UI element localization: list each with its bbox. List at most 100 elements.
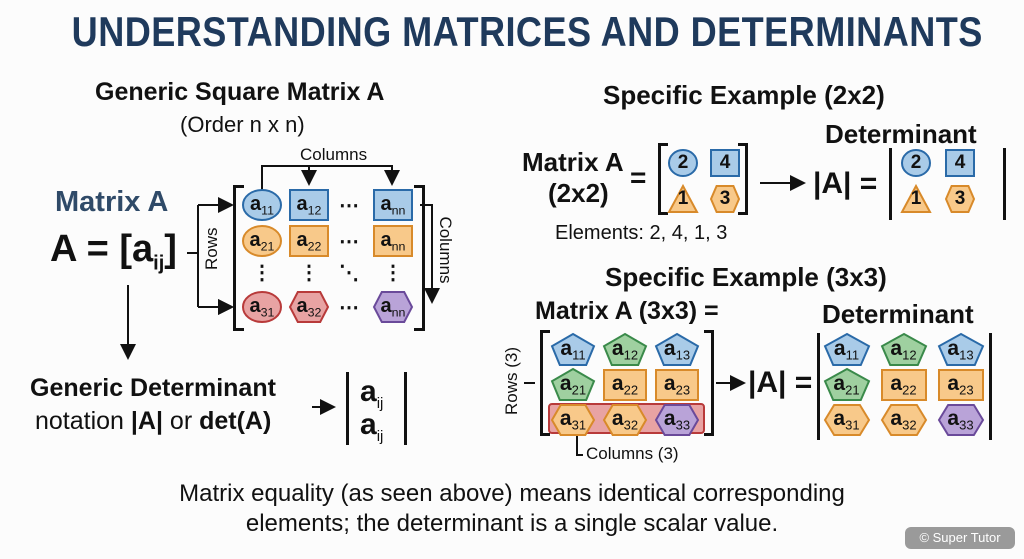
notation-end: ]: [164, 228, 177, 270]
cell-label: a32: [890, 407, 916, 433]
matrix-cell: a32: [875, 402, 932, 437]
det-bar-left: [346, 372, 349, 445]
matrix-cell: a23: [651, 367, 703, 402]
example2-det-label: |A| =: [813, 167, 878, 200]
hexagon-icon: [937, 403, 984, 436]
example2-heading: Specific Example (2x2): [603, 80, 885, 110]
ellipse-icon: [242, 189, 282, 221]
ellipsis-dots: ⋮: [383, 261, 403, 284]
hexagon-icon: [944, 185, 976, 213]
cell-base: a: [380, 192, 392, 215]
cell-subscript: 23: [959, 382, 974, 398]
det-bar-left: [889, 148, 892, 220]
ellipsis-dots: ⋯: [339, 194, 359, 217]
matrix-cell: a11: [240, 188, 284, 222]
cell-label: 1: [911, 188, 922, 210]
cell-base: a: [559, 371, 572, 395]
det-entry-base: a: [360, 375, 377, 408]
matrix-notation: A = [aij]: [50, 228, 177, 276]
pentagon-icon: [823, 332, 870, 366]
cell-subscript: 33: [959, 417, 974, 433]
det-abs: |A|: [130, 407, 163, 435]
matrix-cell: a31: [818, 402, 875, 437]
square-icon: [710, 149, 740, 177]
hexagon-icon: [823, 403, 870, 436]
hexagon-icon: [654, 403, 700, 436]
cell-subscript: 11: [845, 347, 860, 363]
circle-icon: [668, 149, 698, 177]
cell-base: 2: [910, 152, 922, 173]
cell-subscript: 31: [845, 417, 860, 433]
cell-label: a11: [834, 337, 859, 363]
pentagon-icon: [550, 332, 596, 366]
matrix-cell: a21: [240, 222, 284, 260]
cell-subscript: 32: [902, 417, 917, 433]
cell-subscript: 11: [261, 203, 274, 218]
cell-label: ann: [381, 295, 406, 319]
cell-label: a31: [833, 407, 859, 433]
matrix-cell: a32: [599, 402, 651, 437]
pentagon-icon: [880, 332, 927, 366]
notation-text: A = [a: [50, 228, 154, 270]
right-bracket: [738, 143, 748, 215]
matrix-cell: 4: [938, 145, 982, 181]
left-bracket: [658, 143, 668, 215]
cell-base: a: [663, 406, 676, 430]
cell-subscript: 12: [307, 203, 322, 218]
cell-label: a22: [297, 229, 322, 253]
det-entry-sub: ij: [376, 395, 384, 412]
cell-subscript: 21: [571, 382, 587, 398]
example2-det-heading: Determinant: [825, 119, 977, 149]
cell-subscript: 32: [307, 305, 322, 320]
example3-det-label: |A| =: [748, 366, 813, 399]
rect-icon: [655, 368, 699, 401]
example3-label: Matrix A (3x3) =: [535, 297, 719, 325]
cell-label: ann: [381, 193, 406, 217]
cell-label: 2: [911, 152, 922, 174]
matrix-cell: a22: [599, 367, 651, 402]
cell-label: 3: [720, 188, 731, 210]
matrix-cell: a33: [651, 402, 703, 437]
det-entry: aij: [360, 408, 383, 445]
cell-subscript: 21: [260, 239, 275, 254]
matrix-cell: 1: [894, 181, 938, 217]
circle-icon: [901, 149, 931, 177]
det-bar-right: [1003, 148, 1006, 220]
cell-base: a: [611, 371, 624, 395]
cell-base: a: [947, 336, 960, 360]
hexagon-icon: [288, 291, 330, 323]
cell-label: ann: [381, 229, 406, 253]
matrix-cell: a12: [599, 332, 651, 367]
cell-label: 3: [955, 188, 966, 210]
det-entry-base: a: [360, 408, 377, 441]
ellipsis-dots: ⋯: [339, 230, 359, 253]
det-bar-right: [989, 333, 992, 440]
cell-base: a: [947, 406, 960, 430]
matrix-cell: 3: [704, 181, 746, 217]
right-bracket: [704, 330, 714, 436]
rect-icon: [880, 368, 927, 401]
rect-icon: [603, 368, 647, 401]
rect-icon: [289, 189, 329, 221]
hexagon-icon: [372, 291, 414, 323]
matrix-cell: a33: [932, 402, 989, 437]
cell-label: a31: [560, 407, 586, 433]
matrix-cell: 1: [662, 181, 704, 217]
cell-label: a23: [664, 372, 690, 398]
det-bar-right: [404, 372, 407, 445]
example3-det-heading: Determinant: [822, 299, 974, 329]
cell-label: 1: [678, 188, 689, 210]
det-text: notation: [35, 407, 131, 435]
cell-base: a: [611, 336, 624, 360]
cell-base: a: [249, 228, 261, 251]
generic-det-line1: Generic Determinant: [30, 374, 276, 402]
cell-label: a12: [612, 337, 638, 363]
columns-top-label: Columns: [300, 145, 368, 164]
cell-subscript: nn: [391, 203, 406, 218]
columns-label: Columns (3): [586, 444, 679, 463]
cell-subscript: 31: [260, 305, 275, 320]
ellipsis-dots: ⋮: [299, 261, 319, 284]
matrix-cell: a13: [651, 332, 703, 367]
cell-base: a: [663, 336, 676, 360]
